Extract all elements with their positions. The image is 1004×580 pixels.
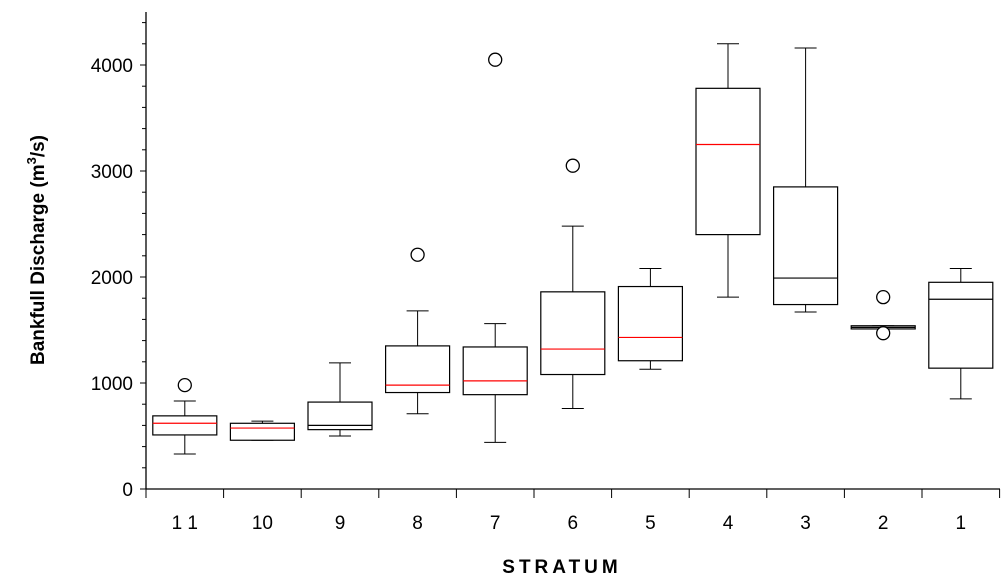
y-axis-title-superscript: 3 [24,157,39,164]
x-tick-label: 1 [956,513,967,534]
x-tick-label: 10 [252,513,273,534]
y-axis: 0 1000 2000 3000 4000 [91,12,147,501]
y-tick-label: 1000 [91,374,133,395]
x-ticks: 1 1 10 9 8 7 6 5 4 3 2 1 [145,489,1001,534]
box-item [617,268,684,370]
x-tick-label: 8 [412,513,423,534]
y-axis-title-tail: /s) [28,135,49,157]
iqr-box [772,186,839,306]
x-tick-label: 5 [645,513,656,534]
x-tick-label: 3 [800,513,811,534]
y-tick-label: 4000 [91,56,133,77]
box-item [850,289,916,341]
x-tick-label: 2 [878,513,889,534]
box-item [462,52,528,443]
x-axis: 1 1 10 9 8 7 6 5 4 3 2 1 [145,488,1001,534]
outlier-point [488,52,503,67]
y-tick-label: 3000 [91,162,133,183]
box-item [772,47,839,313]
y-tick-label: 2000 [91,268,133,289]
outlier-point [410,247,425,262]
boxes-group [152,43,994,455]
iqr-box [928,281,994,369]
x-axis-title: STRATUM [502,557,621,578]
y-ticks: 0 1000 2000 3000 4000 [91,22,146,501]
iqr-box [540,291,606,376]
box-item [695,43,761,298]
x-tick-label: 7 [490,513,501,534]
outlier-point [177,377,192,393]
y-axis-title-text: Bankfull Discharge (m [28,164,49,365]
outlier-point [565,158,580,173]
x-tick-label: 1 1 [172,513,198,534]
x-tick-label: 9 [335,513,346,534]
outlier-point [876,326,891,341]
y-tick-label: 0 [122,480,133,501]
iqr-box [617,285,684,362]
iqr-box [462,346,528,396]
iqr-box [229,422,295,441]
box-item [229,420,295,441]
x-tick-label: 6 [568,513,579,534]
box-item [307,362,373,437]
box-item [540,158,606,409]
y-axis-title: Bankfull Discharge (m3/s) [24,135,49,365]
x-tick-label: 4 [723,513,734,534]
box-item [385,247,451,415]
box-item [152,377,218,455]
outlier-point [876,289,891,305]
iqr-box [695,87,761,236]
box-item [928,268,994,400]
iqr-box [152,415,218,436]
